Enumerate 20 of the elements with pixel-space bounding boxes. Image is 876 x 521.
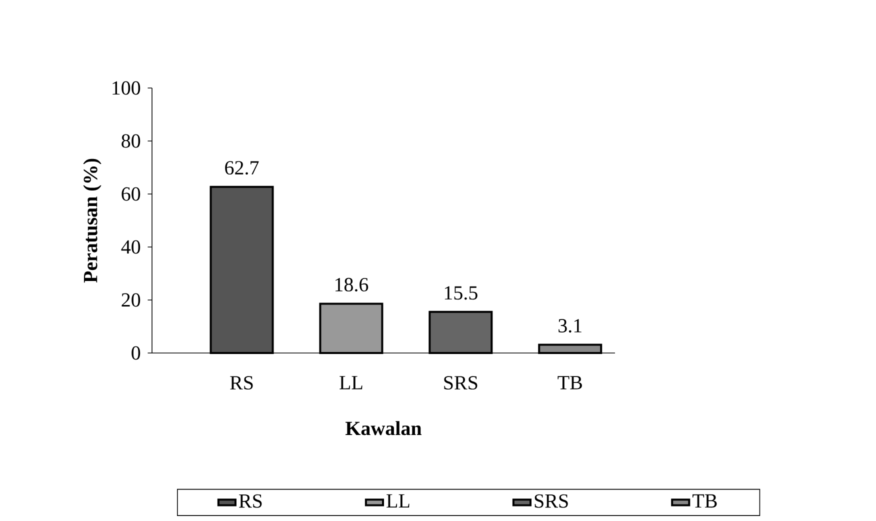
data-label: 18.6 bbox=[335, 278, 368, 292]
data-label: 15.5 bbox=[444, 286, 478, 300]
x-tick-label: SRS bbox=[444, 376, 478, 390]
y-tick-label: 0 bbox=[132, 346, 140, 360]
y-axis-title: Peratusan (%) bbox=[83, 158, 102, 283]
x-tick-label: RS bbox=[230, 376, 253, 390]
legend-label: SRS bbox=[534, 494, 568, 508]
y-tick-label: 20 bbox=[122, 293, 140, 307]
x-tick-label: TB bbox=[558, 376, 582, 390]
y-tick-label: 40 bbox=[121, 240, 140, 254]
y-tick-label: 60 bbox=[122, 187, 140, 201]
y-tick-label: 80 bbox=[122, 134, 140, 148]
legend-label: RS bbox=[239, 494, 262, 508]
legend-label: LL bbox=[386, 494, 410, 508]
x-axis-title: Kawalan bbox=[346, 421, 422, 436]
data-label: 3.1 bbox=[558, 319, 582, 333]
data-label: 62.7 bbox=[225, 161, 259, 175]
legend-label: TB bbox=[692, 494, 717, 508]
x-tick-label: LL bbox=[340, 376, 362, 390]
y-tick-label: 100 bbox=[112, 81, 140, 95]
